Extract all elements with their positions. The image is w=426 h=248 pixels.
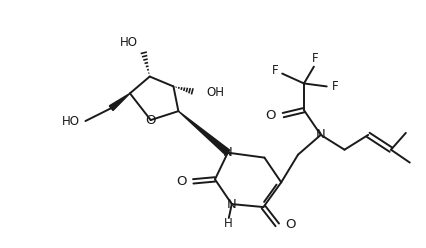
Text: N: N: [223, 146, 233, 159]
Text: F: F: [311, 52, 318, 65]
Text: HO: HO: [120, 36, 138, 49]
Polygon shape: [109, 93, 130, 111]
Text: N: N: [227, 198, 237, 211]
Text: F: F: [272, 64, 279, 77]
Polygon shape: [178, 111, 230, 155]
Text: F: F: [332, 80, 339, 93]
Text: N: N: [316, 128, 325, 141]
Text: O: O: [265, 109, 275, 122]
Text: O: O: [285, 218, 296, 231]
Text: H: H: [224, 217, 232, 230]
Text: O: O: [145, 114, 156, 126]
Text: OH: OH: [206, 86, 224, 99]
Text: HO: HO: [61, 115, 80, 127]
Text: O: O: [176, 175, 186, 188]
